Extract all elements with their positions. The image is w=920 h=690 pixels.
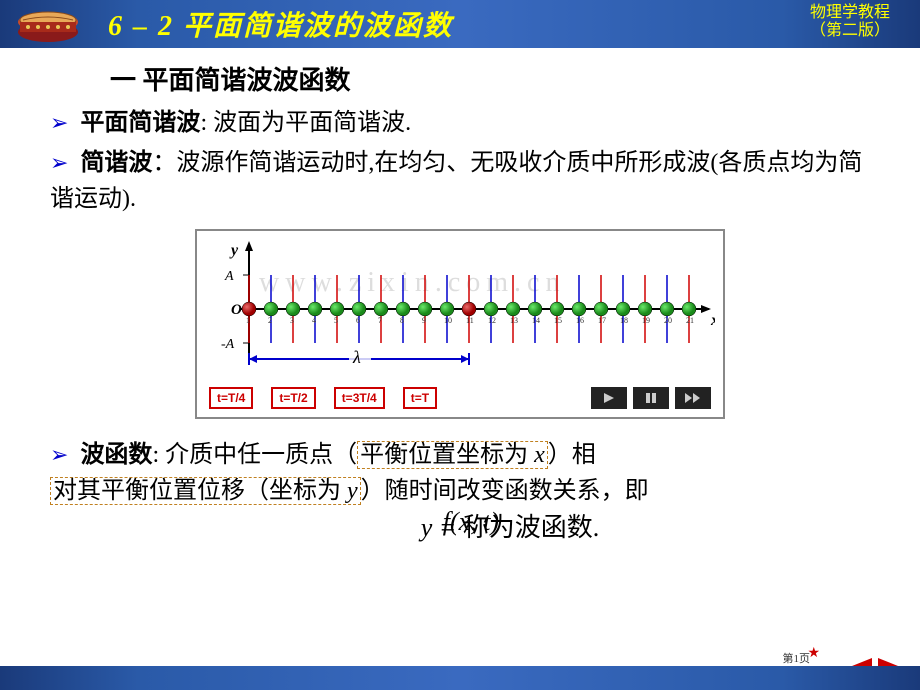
- bullet2-label: 简谐波: [80, 150, 152, 176]
- svg-text:1: 1: [246, 316, 250, 325]
- svg-text:-A: -A: [221, 337, 235, 352]
- svg-text:12: 12: [488, 316, 496, 325]
- b3-h1: 平衡位置坐标为 x: [357, 441, 548, 469]
- chart-area: www.zixin.com.cn yxA-AO12345678910111213…: [209, 239, 711, 379]
- wave-diagram: www.zixin.com.cn yxA-AO12345678910111213…: [195, 229, 725, 419]
- svg-text:20: 20: [664, 316, 672, 325]
- svg-text:7: 7: [378, 316, 382, 325]
- svg-text:19: 19: [642, 316, 650, 325]
- svg-text:O: O: [231, 302, 242, 318]
- content: 一 平面简谐波波函数 ➢ 平面简谐波: 波面为平面简谐波. ➢ 简谐波：波源作简…: [0, 48, 920, 544]
- time-btn-3t4[interactable]: t=3T/4: [334, 387, 385, 409]
- play-button[interactable]: [591, 387, 627, 409]
- svg-text:9: 9: [422, 316, 426, 325]
- footer-bar: [0, 666, 920, 690]
- header-right: 物理学教程 （第二版）: [810, 4, 890, 40]
- svg-text:11: 11: [466, 316, 474, 325]
- bullet-2: ➢ 简谐波：波源作简谐运动时,在均匀、无吸收介质中所形成波(各质点均为简谐运动)…: [50, 145, 870, 217]
- svg-text:15: 15: [554, 316, 562, 325]
- bullet-arrow-icon: ➢: [50, 442, 68, 467]
- wave-svg: yxA-AO123456789101112131415161718192021λ…: [209, 239, 715, 379]
- svg-text:λ: λ: [352, 347, 361, 367]
- svg-text:4: 4: [312, 316, 316, 325]
- fwd-button[interactable]: [675, 387, 711, 409]
- bullet1-label: 平面简谐波: [80, 110, 200, 136]
- formula: y = 称为波函数. f(x, t): [150, 507, 870, 544]
- header-bar: 6 – 2 平面简谐波的波函数 物理学教程 （第二版）: [0, 0, 920, 48]
- svg-text:14: 14: [532, 316, 540, 325]
- time-btn-t4[interactable]: t=T/4: [209, 387, 253, 409]
- pause-button[interactable]: [633, 387, 669, 409]
- svg-text:5: 5: [334, 316, 338, 325]
- svg-text:A: A: [224, 269, 234, 284]
- b3-t4: ）随时间改变函数关系，即: [361, 478, 649, 504]
- formula-overlay: f(x, t): [443, 507, 499, 537]
- drum-icon: [8, 4, 88, 44]
- svg-text:2: 2: [268, 316, 272, 325]
- svg-text:10: 10: [444, 316, 452, 325]
- time-btn-t[interactable]: t=T: [403, 387, 437, 409]
- bullet-arrow-icon: ➢: [50, 110, 68, 135]
- svg-text:13: 13: [510, 316, 518, 325]
- svg-text:8: 8: [400, 316, 404, 325]
- footer-chapter: 第六章 机械波: [150, 635, 300, 670]
- svg-text:17: 17: [598, 316, 606, 325]
- svg-text:21: 21: [686, 316, 694, 325]
- b3-prefix: 波函数: [80, 442, 152, 468]
- book-edition: （第二版）: [810, 22, 890, 40]
- svg-text:3: 3: [290, 316, 294, 325]
- bullet2-text: ：波源作简谐运动时,在均匀、无吸收介质中所形成波(各质点均为简谐运动).: [50, 150, 862, 212]
- media-buttons: [591, 387, 711, 409]
- button-row: t=T/4 t=T/2 t=3T/4 t=T: [209, 387, 711, 409]
- svg-text:16: 16: [576, 316, 584, 325]
- svg-text:6: 6: [356, 316, 360, 325]
- svg-text:x: x: [710, 312, 715, 329]
- page-number: 第1页: [783, 650, 811, 666]
- bullet-1: ➢ 平面简谐波: 波面为平面简谐波.: [50, 105, 870, 141]
- page-title: 6 – 2 平面简谐波的波函数: [108, 4, 453, 44]
- svg-text:18: 18: [620, 316, 628, 325]
- b3-t1: : 介质中任一质点（: [152, 442, 357, 468]
- b3-h2: 对其平衡位置位移（坐标为 y: [50, 477, 361, 505]
- svg-text:y: y: [229, 242, 239, 259]
- section-heading: 一 平面简谐波波函数: [110, 60, 870, 97]
- bullet1-text: : 波面为平面简谐波.: [200, 110, 411, 136]
- bullet-3: ➢ 波函数: 介质中任一质点（平衡位置坐标为 x）相 对其平衡位置位移（坐标为 …: [50, 437, 870, 509]
- bullet-arrow-icon: ➢: [50, 150, 68, 175]
- time-btn-t2[interactable]: t=T/2: [271, 387, 315, 409]
- book-name: 物理学教程: [810, 4, 890, 22]
- b3-t2: ）相: [548, 442, 596, 468]
